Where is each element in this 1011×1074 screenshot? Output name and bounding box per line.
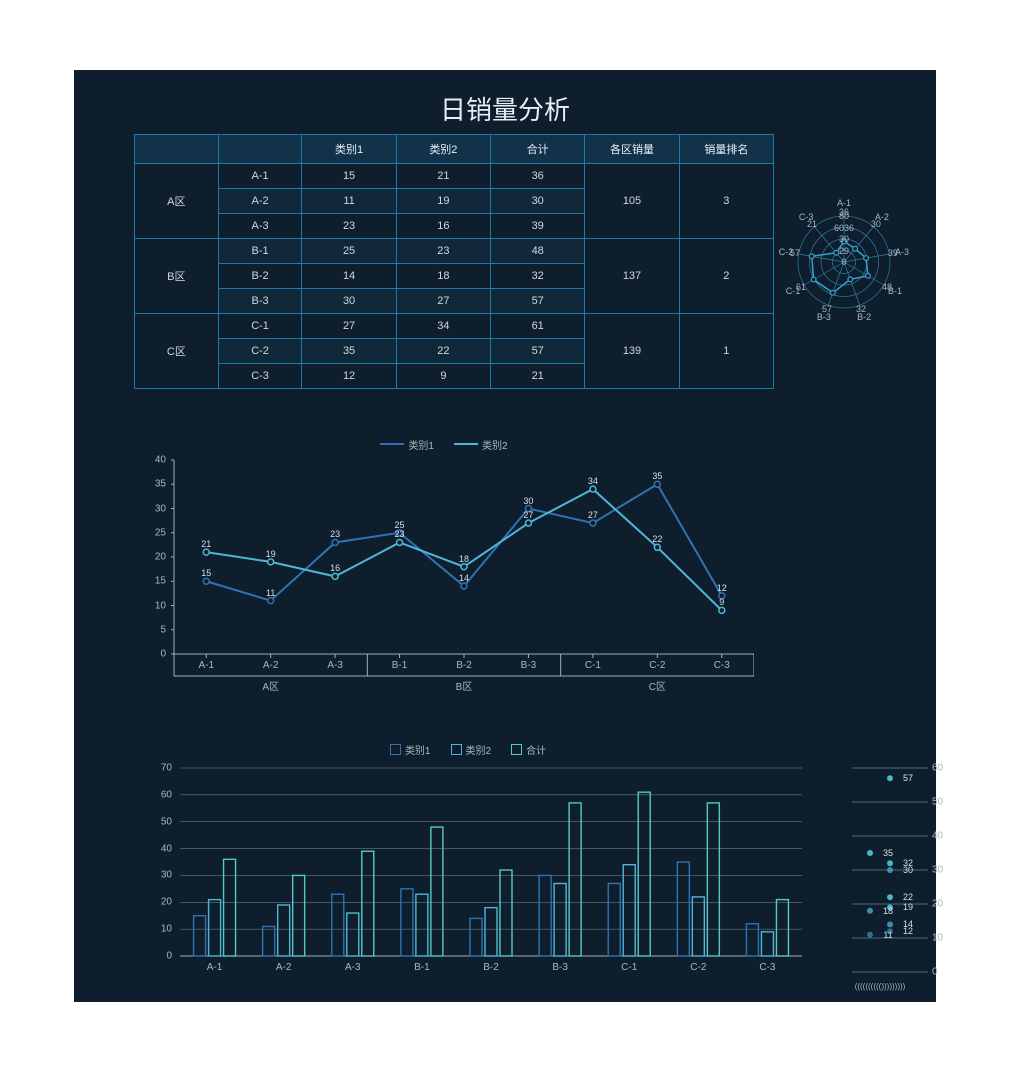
cat1-cell: 35	[302, 339, 396, 364]
cat2-cell: 19	[396, 189, 490, 214]
zone-cell: A区	[135, 164, 219, 239]
table-header	[218, 135, 302, 164]
sum-cell: 57	[491, 339, 585, 364]
subzone-cell: C-1	[218, 314, 302, 339]
line-chart: 类别1类别20510152025303540A-1A-2A-3B-1B-2B-3…	[134, 450, 754, 710]
sum-cell: 39	[491, 214, 585, 239]
subzone-cell: B-3	[218, 289, 302, 314]
subzone-cell: A-1	[218, 164, 302, 189]
cat1-cell: 30	[302, 289, 396, 314]
zone-total: 105	[585, 164, 679, 239]
sum-cell: 30	[491, 189, 585, 214]
page-title: 日销量分析	[74, 90, 936, 127]
cat2-cell: 16	[396, 214, 490, 239]
table-header: 合计	[491, 135, 585, 164]
sum-cell: 57	[491, 289, 585, 314]
zone-total: 139	[585, 314, 679, 389]
radar-chart: A-136A-230A-339B-148B-232B-357C-161C-257…	[758, 176, 930, 348]
bar-chart: 类别1类别2合计010203040506070A-1A-2A-3B-1B-2B-…	[134, 760, 802, 992]
sum-cell: 32	[491, 264, 585, 289]
cat1-cell: 27	[302, 314, 396, 339]
table-header: 类别1	[302, 135, 396, 164]
subzone-cell: C-2	[218, 339, 302, 364]
subzone-cell: C-3	[218, 364, 302, 389]
sum-cell: 36	[491, 164, 585, 189]
bar-chart-legend: 类别1类别2合计	[134, 742, 802, 760]
sales-table: 类别1类别2合计各区销量销量排名A区A-11521361053A-2111930…	[134, 134, 774, 389]
table-header: 类别2	[396, 135, 490, 164]
cat1-cell: 12	[302, 364, 396, 389]
cat2-cell: 9	[396, 364, 490, 389]
sum-cell: 48	[491, 239, 585, 264]
cat2-cell: 21	[396, 164, 490, 189]
subzone-cell: B-1	[218, 239, 302, 264]
cat2-cell: 27	[396, 289, 490, 314]
cat2-cell: 23	[396, 239, 490, 264]
table-header: 各区销量	[585, 135, 679, 164]
sum-cell: 61	[491, 314, 585, 339]
sum-cell: 21	[491, 364, 585, 389]
zone-cell: C区	[135, 314, 219, 389]
scatter-chart: 010203040506035181157323022191412(((((((…	[832, 760, 928, 992]
zone-cell: B区	[135, 239, 219, 314]
cat1-cell: 15	[302, 164, 396, 189]
cat1-cell: 11	[302, 189, 396, 214]
cat1-cell: 25	[302, 239, 396, 264]
line-chart-legend: 类别1类别2	[134, 432, 754, 452]
subzone-cell: A-2	[218, 189, 302, 214]
cat1-cell: 23	[302, 214, 396, 239]
cat2-cell: 22	[396, 339, 490, 364]
table-header: 销量排名	[679, 135, 773, 164]
zone-total: 137	[585, 239, 679, 314]
stage: 日销量分析 类别1类别2合计各区销量销量排名A区A-11521361053A-2…	[0, 0, 1011, 1074]
dashboard-panel: 日销量分析 类别1类别2合计各区销量销量排名A区A-11521361053A-2…	[74, 70, 936, 1002]
cat1-cell: 14	[302, 264, 396, 289]
subzone-cell: A-3	[218, 214, 302, 239]
table-header	[135, 135, 219, 164]
cat2-cell: 18	[396, 264, 490, 289]
cat2-cell: 34	[396, 314, 490, 339]
subzone-cell: B-2	[218, 264, 302, 289]
